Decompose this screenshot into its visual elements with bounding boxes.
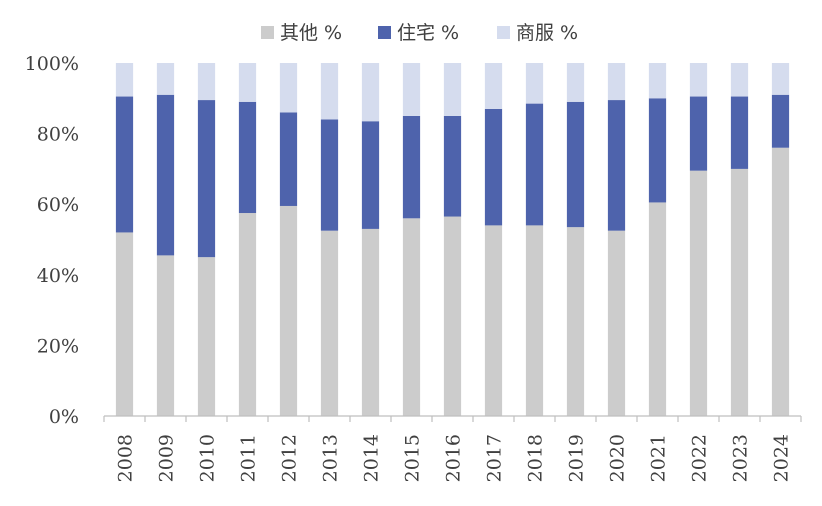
bar-segment-2020-s1 [607,100,626,231]
bar-segment-2014-s0 [361,228,380,416]
bar-segment-2009-s0 [156,255,175,416]
bar-segment-2016-s2 [443,63,462,116]
y-tick-label: 60% [37,194,79,216]
bar-segment-2018-s1 [525,103,544,226]
bar-segment-2009-s2 [156,63,175,95]
bar-segment-2012-s2 [279,63,298,113]
x-tick-label: 2010 [197,434,219,482]
x-tick-label: 2024 [771,434,793,482]
y-tick-label: 0% [49,406,79,428]
bar-segment-2024-s1 [771,94,790,148]
x-tick-label: 2012 [279,434,301,482]
bar-segment-2019-s0 [566,227,585,416]
bar-segment-2013-s0 [320,230,339,416]
bar-segment-2017-s0 [484,225,503,416]
x-tick-label: 2015 [402,434,424,482]
x-axis: 2008 2009 2010 2011 2012 2013 2014 2015 2016 2017… [103,415,802,482]
x-tick-label: 2022 [689,434,711,482]
bar-segment-2010-s2 [197,63,216,101]
x-tick-label: 2017 [484,434,506,482]
legend-swatch [497,26,510,39]
bar-segment-2021-s1 [648,98,667,203]
y-tick-label: 20% [37,335,79,357]
legend: 其他 % 住宅 % 商服 % [261,22,578,44]
bar-segment-2018-s0 [525,225,544,416]
bar-segment-2008-s1 [115,96,134,233]
bar-segment-2023-s1 [730,96,749,169]
bar-segment-2024-s2 [771,63,790,95]
bar-segment-2018-s2 [525,63,544,104]
bar-segment-2010-s0 [197,257,216,416]
bar-segment-2011-s2 [238,63,257,102]
x-tick-label: 2021 [648,434,670,482]
bar-segment-2014-s2 [361,63,380,122]
bar-segment-2008-s0 [115,232,134,416]
y-tick-label: 40% [37,265,79,287]
bar-segment-2013-s1 [320,119,339,231]
x-tick-label: 2009 [156,434,178,482]
bar-segment-2024-s0 [771,147,790,416]
bars [115,63,790,416]
bar-segment-2022-s0 [689,170,708,416]
bar-segment-2022-s1 [689,96,708,171]
bar-segment-2010-s1 [197,100,216,258]
bar-segment-2009-s1 [156,94,175,256]
bar-segment-2022-s2 [689,63,708,97]
bar-segment-2016-s1 [443,115,462,217]
x-tick-label: 2013 [320,434,342,482]
legend-label: 其他 % [280,22,342,44]
legend-label: 住宅 % [397,22,459,44]
bar-segment-2016-s0 [443,216,462,416]
y-axis: 0% 20% 40% 60% 80% 100% [25,53,79,428]
bar-segment-2017-s2 [484,63,503,109]
bar-segment-2020-s2 [607,63,626,101]
bar-segment-2021-s2 [648,63,667,99]
legend-label: 商服 % [516,22,578,44]
bar-segment-2021-s0 [648,202,667,416]
legend-swatch [261,26,274,39]
bar-segment-2012-s0 [279,205,298,416]
y-tick-label: 100% [25,53,79,75]
x-tick-label: 2011 [238,434,260,482]
bar-segment-2017-s1 [484,108,503,226]
bar-segment-2011-s1 [238,101,257,214]
bar-segment-2013-s2 [320,63,339,120]
bar-segment-2015-s0 [402,218,421,416]
x-tick-label: 2020 [607,434,629,482]
x-tick-label: 2018 [525,434,547,482]
y-tick-label: 80% [37,124,79,146]
bar-segment-2019-s1 [566,101,585,228]
bar-segment-2015-s1 [402,115,421,219]
x-tick-label: 2016 [443,434,465,482]
bar-segment-2011-s0 [238,213,257,416]
bar-segment-2023-s0 [730,168,749,416]
bar-segment-2012-s1 [279,112,298,206]
x-tick-label: 2023 [730,434,752,482]
legend-swatch [378,26,391,39]
bar-segment-2015-s2 [402,63,421,116]
bar-segment-2019-s2 [566,63,585,102]
bar-segment-2020-s0 [607,230,626,416]
bar-segment-2014-s1 [361,121,380,229]
x-tick-label: 2014 [361,434,383,482]
x-tick-label: 2008 [115,434,137,482]
x-tick-label: 2019 [566,434,588,482]
bar-segment-2008-s2 [115,63,134,97]
bar-segment-2023-s2 [730,63,749,97]
